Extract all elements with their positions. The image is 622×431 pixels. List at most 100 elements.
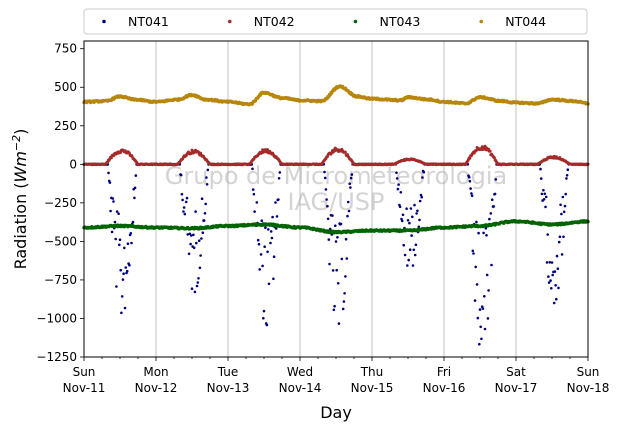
series-nt043 [82,219,590,235]
data-point [407,258,411,262]
data-point [251,188,255,191]
data-point [186,233,189,236]
data-point [262,316,265,320]
data-point [539,167,542,171]
data-point [333,304,336,308]
data-point [348,182,352,185]
data-point [259,253,263,256]
data-point [406,219,410,222]
data-point [556,267,560,271]
data-point [325,198,328,201]
data-point [270,236,274,240]
data-point [413,203,416,207]
data-point [398,205,402,209]
data-point [121,278,125,281]
data-point [472,252,475,255]
data-point [200,237,203,240]
data-point [335,268,339,272]
data-point [471,249,475,253]
data-point [336,236,339,239]
data-point [118,243,121,247]
data-point [324,188,328,191]
data-point [553,270,557,273]
data-point [114,237,117,241]
data-point [559,203,562,207]
data-point [395,177,399,180]
data-point [328,262,331,266]
x-tick-label-date: Nov-18 [567,381,610,395]
data-point [267,228,270,231]
data-point [550,261,554,264]
data-point [253,210,256,213]
x-tick-label-day: Fri [437,365,451,379]
data-point [422,170,426,174]
data-point [264,226,267,229]
data-point [474,265,478,269]
data-point [483,327,487,331]
data-point [112,200,115,203]
data-point [205,176,208,179]
data-point [417,225,421,229]
data-point [258,268,262,271]
data-point [468,156,472,160]
data-point [565,177,568,180]
data-point [396,187,400,191]
data-point [195,284,199,288]
data-point [339,222,343,226]
x-tick-label-date: Nov-16 [423,381,466,395]
data-point [488,149,492,153]
x-axis-title: Day [320,403,352,422]
data-point [480,337,483,341]
grid [155,41,517,357]
data-point [323,176,327,180]
x-tick-label-day: Tue [217,365,239,379]
data-point [560,212,563,216]
data-point [550,287,553,290]
data-point [108,181,112,184]
data-point [331,214,334,217]
x-tick-label-date: Nov-17 [495,381,538,395]
legend: NT041 NT042 NT043 NT044 [83,8,588,35]
data-point [189,242,192,246]
data-point [560,253,564,256]
data-point [408,221,411,225]
series-nt042 [82,144,590,167]
y-axis: −1250 −1000 −750 −500 −250 0 250 500 750 [36,42,84,364]
data-point [205,183,209,186]
data-point [115,210,119,213]
data-point [412,248,416,252]
data-point [487,289,490,292]
data-point [564,192,567,196]
data-point [490,263,493,267]
data-point [343,292,346,295]
y-tick-label: −750 [44,273,77,287]
y-tick-label: −1000 [36,311,77,325]
x-tick-label-day: Mon [143,365,168,379]
data-point [192,246,196,250]
watermark: Grupo de Micrometeorologia IAG/USP [165,162,507,216]
data-point [257,242,261,246]
x-tick-label-date: Nov-14 [279,381,322,395]
data-point [200,197,204,200]
data-point [326,217,330,221]
data-point [179,173,183,177]
data-point [489,212,493,215]
data-point [180,192,184,196]
data-point [196,281,200,284]
data-point [486,317,490,320]
data-point [554,284,557,287]
data-point [349,186,352,189]
data-point [130,241,133,245]
data-point [126,242,130,245]
data-point [122,272,125,276]
y-tick-label: 0 [69,157,77,171]
data-point [110,230,114,234]
x-tick-label-day: Sun [577,365,600,379]
legend-marker [353,19,358,24]
data-point [477,231,480,235]
data-point [113,220,117,224]
data-point [278,171,282,174]
x-axis: Sun Nov-11 Mon Nov-12 Tue Nov-13 Wed Nov-14 Thu N… [63,357,610,395]
y-axis-title-unit: Wm [11,151,30,182]
x-tick-label-day: Wed [287,365,313,379]
